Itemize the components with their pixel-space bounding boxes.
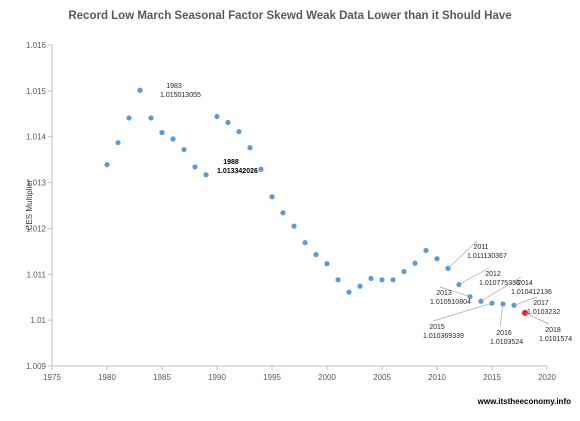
data-point [170, 136, 176, 142]
annotation-value: 1.013342026 [217, 168, 258, 175]
data-point [434, 256, 440, 262]
annotation-year: 2016 [496, 330, 512, 337]
data-point [368, 275, 374, 282]
data-point [379, 277, 385, 283]
y-tick-label: 1.009 [26, 362, 47, 371]
x-tick-label: 2020 [538, 373, 556, 382]
chart-title: Record Low March Seasonal Factor Skewd W… [68, 10, 511, 22]
axes [48, 44, 548, 370]
data-point [203, 172, 209, 178]
annotations: 1983 1.015013055 1988 1.013342026 2011 1.0111… [160, 83, 572, 346]
annotation-value: 1.0101574 [539, 336, 572, 343]
annotation-leader [524, 312, 550, 325]
annotation-leader [439, 286, 471, 298]
tick-labels: 1.009 1.01 1.011 1.012 1.013 1.014 1.015 1.016 1… [26, 41, 556, 382]
annotation-value: 1.010369339 [423, 333, 464, 340]
data-point [390, 277, 396, 283]
annotation-value: 1.010510804 [430, 299, 471, 306]
annotation-value: 1.011130367 [467, 253, 507, 260]
annotation-leader [513, 296, 538, 306]
annotation-value: 1.0103232 [527, 309, 560, 316]
annotation-year: 1988 [223, 159, 239, 166]
data-point [181, 146, 187, 153]
data-point [302, 240, 308, 246]
y-tick-label: 1.01 [30, 316, 46, 325]
data-point [192, 164, 198, 170]
x-tick-label: 2005 [373, 373, 391, 382]
annotation-leader [432, 302, 493, 322]
x-tick-label: 1985 [153, 373, 171, 382]
data-point [280, 210, 286, 216]
data-point [148, 115, 154, 121]
annotation-leader [458, 267, 490, 285]
annotation-year: 2013 [436, 290, 452, 297]
annotation-value: 1.010412136 [511, 289, 552, 296]
data-point [357, 283, 363, 289]
annotation-year: 2018 [545, 327, 561, 334]
data-point [214, 113, 220, 120]
x-tick-label: 2010 [428, 373, 446, 382]
y-tick-label: 1.014 [26, 133, 47, 142]
y-tick-label: 1.011 [27, 270, 47, 279]
annotation-year: 2017 [533, 300, 549, 307]
annotation-value: 1.010775336 [479, 280, 520, 287]
annotation-year: 2014 [517, 280, 533, 287]
data-point [412, 260, 418, 266]
data-points [104, 87, 528, 316]
data-point [236, 129, 242, 135]
data-point [324, 261, 330, 267]
x-tick-label: 2015 [483, 373, 501, 382]
data-point [291, 223, 297, 229]
annotation-leader [447, 240, 478, 269]
annotation-year: 2011 [473, 244, 488, 251]
x-tick-label: 1990 [208, 373, 226, 382]
data-point [346, 289, 352, 295]
y-tick-label: 1.013 [26, 179, 47, 188]
annotation-year: 2015 [429, 324, 445, 331]
data-point [269, 194, 275, 200]
data-point [335, 277, 341, 283]
source-label: www.itstheeconomy.info [477, 397, 571, 406]
data-point [258, 166, 264, 172]
data-point [247, 145, 253, 151]
data-point [137, 87, 143, 93]
data-point [401, 268, 407, 275]
data-point [313, 251, 319, 258]
x-tick-label: 2000 [318, 373, 336, 382]
annotation-leader [480, 276, 522, 302]
annotation-year: 2012 [485, 271, 501, 278]
annotation-value: 1.0103524 [490, 339, 523, 346]
data-point [104, 162, 110, 168]
data-point [225, 119, 231, 126]
y-tick-label: 1.012 [26, 224, 47, 233]
annotation-leader [499, 303, 504, 328]
x-tick-label: 1995 [263, 373, 281, 382]
data-point [423, 247, 429, 254]
data-point [126, 115, 132, 121]
x-tick-label: 1975 [43, 373, 61, 382]
y-tick-label: 1.015 [26, 87, 47, 96]
y-axis-label: CES Multiplier [25, 179, 34, 230]
y-tick-label: 1.016 [26, 41, 47, 50]
annotation-value: 1.015013055 [160, 92, 201, 99]
data-point [115, 140, 121, 146]
data-point [159, 129, 165, 136]
x-tick-label: 1980 [98, 373, 116, 382]
annotation-year: 1983 [166, 83, 182, 90]
